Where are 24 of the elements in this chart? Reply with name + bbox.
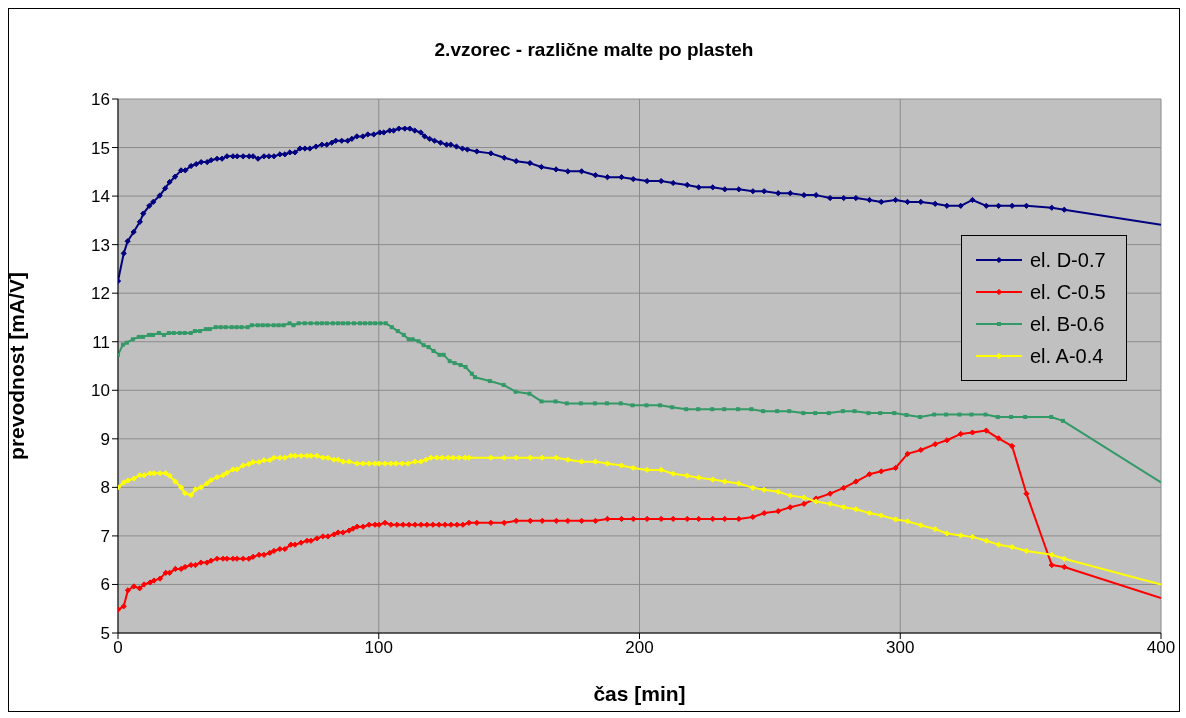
y-tick-label: 14: [91, 187, 110, 207]
y-tick-label: 5: [100, 624, 110, 644]
legend-label: el. C-0.5: [1030, 280, 1106, 305]
y-tick-label: 9: [100, 429, 110, 449]
y-tick-label: 6: [100, 575, 110, 595]
y-tick-label: 15: [91, 138, 110, 158]
legend-label: el. D-0.7: [1030, 248, 1106, 273]
x-tick-label: 300: [886, 638, 915, 658]
y-tick-label: 11: [92, 332, 110, 352]
y-tick-label: 13: [91, 235, 110, 255]
y-tick-label: 12: [91, 284, 110, 304]
x-tick-label: 400: [1146, 638, 1176, 658]
legend-label: el. A-0.4: [1030, 344, 1104, 369]
y-tick-label: 7: [100, 526, 110, 546]
chart-title: 2.vzorec - različne malte po plasteh: [433, 39, 755, 61]
x-tick-label: 100: [364, 638, 393, 658]
y-axis-title: prevodnost [mA/V]: [5, 272, 29, 460]
y-tick-label: 10: [91, 381, 110, 401]
y-tick-label: 8: [100, 478, 110, 498]
x-tick-label: 0: [113, 638, 123, 658]
y-tick-label: 16: [91, 90, 110, 110]
legend-label: el. B-0.6: [1030, 312, 1105, 337]
x-tick-label: 200: [625, 638, 654, 658]
x-axis-title: čas [min]: [593, 682, 686, 705]
